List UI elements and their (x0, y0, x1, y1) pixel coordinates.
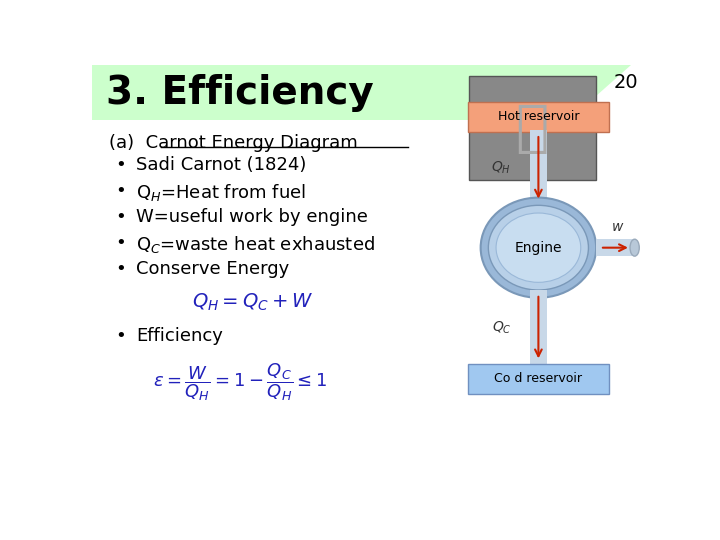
Text: •: • (116, 182, 127, 200)
Text: Sadi Carnot (1824): Sadi Carnot (1824) (137, 156, 307, 174)
Text: Co d reservoir: Co d reservoir (495, 372, 582, 385)
FancyBboxPatch shape (92, 65, 570, 120)
Text: Conserve Energy: Conserve Energy (137, 260, 289, 279)
Text: •: • (116, 260, 127, 279)
Text: Engine: Engine (515, 241, 562, 255)
Text: $Q_H = Q_C + W$: $Q_H = Q_C + W$ (192, 292, 313, 313)
FancyBboxPatch shape (530, 130, 547, 205)
Text: $\mathit{Q}_C$: $\mathit{Q}_C$ (492, 319, 511, 336)
Text: Q$_C$=waste heat exhausted: Q$_C$=waste heat exhausted (137, 234, 375, 255)
Text: •: • (116, 327, 127, 345)
Text: $w$: $w$ (611, 220, 624, 234)
Text: 20: 20 (614, 72, 639, 91)
Text: •: • (116, 156, 127, 174)
Text: (a)  Carnot Energy Diagram: (a) Carnot Energy Diagram (109, 134, 358, 152)
Ellipse shape (481, 198, 596, 298)
Text: 👤: 👤 (516, 102, 549, 156)
Ellipse shape (488, 205, 588, 290)
Text: Q$_H$=Heat from fuel: Q$_H$=Heat from fuel (137, 182, 307, 203)
Text: •: • (116, 208, 127, 226)
Text: $\mathit{Q}_H$: $\mathit{Q}_H$ (492, 160, 511, 176)
FancyBboxPatch shape (469, 76, 596, 180)
Text: •: • (116, 234, 127, 252)
Text: W=useful work by engine: W=useful work by engine (137, 208, 369, 226)
Text: 3. Efficiency: 3. Efficiency (106, 73, 374, 112)
FancyBboxPatch shape (596, 239, 634, 256)
FancyBboxPatch shape (467, 363, 609, 394)
Text: Efficiency: Efficiency (137, 327, 223, 345)
Polygon shape (570, 65, 631, 120)
Ellipse shape (496, 213, 581, 282)
FancyBboxPatch shape (467, 102, 609, 132)
Text: Hot reservoir: Hot reservoir (498, 110, 579, 123)
FancyBboxPatch shape (530, 290, 547, 365)
Ellipse shape (630, 239, 639, 256)
Text: $\varepsilon = \dfrac{W}{Q_H} = 1 - \dfrac{Q_C}{Q_H} \leq 1$: $\varepsilon = \dfrac{W}{Q_H} = 1 - \dfr… (153, 361, 328, 403)
